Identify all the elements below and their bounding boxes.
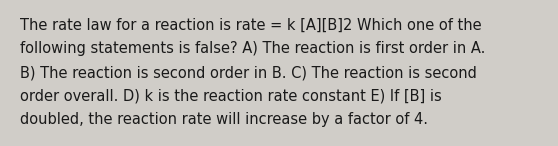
Text: following statements is false? A) The reaction is first order in A.: following statements is false? A) The re… [20,41,485,57]
Text: B) The reaction is second order in B. C) The reaction is second: B) The reaction is second order in B. C)… [20,65,477,80]
Text: order overall. D) k is the reaction rate constant E) If [B] is: order overall. D) k is the reaction rate… [20,88,442,104]
Text: The rate law for a reaction is rate = k [A][B]2 Which one of the: The rate law for a reaction is rate = k … [20,18,482,33]
Text: doubled, the reaction rate will increase by a factor of 4.: doubled, the reaction rate will increase… [20,112,428,127]
